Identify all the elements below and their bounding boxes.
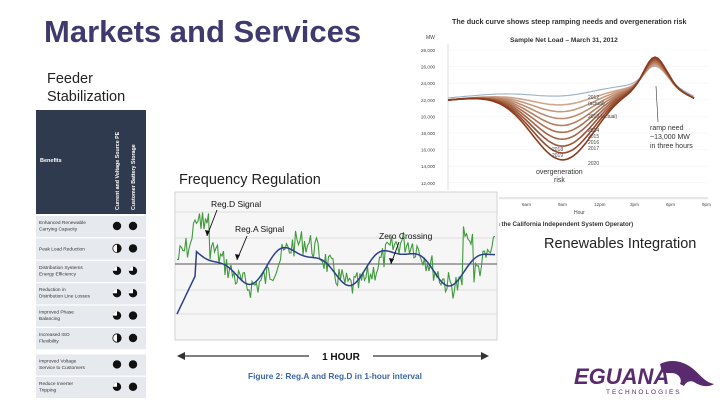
duck-curves bbox=[447, 56, 695, 161]
duck-x-tick: 3pm bbox=[630, 202, 639, 207]
benefits-col2-header: Customer Battery Storage bbox=[131, 144, 137, 210]
duck-y-unit: MW bbox=[426, 35, 435, 41]
benefit-marker bbox=[128, 382, 138, 391]
benefit-marker bbox=[128, 221, 138, 231]
freq-caption: Figure 2: Reg.A and Reg.D in 1-hour inte… bbox=[248, 371, 422, 381]
duck-y-tick: 20,000 bbox=[421, 114, 435, 119]
ramp-need-line1: ramp need bbox=[650, 125, 684, 132]
duck-y-tick: 26,000 bbox=[421, 65, 435, 70]
benefit-label: Distribution Systems bbox=[39, 265, 83, 271]
benefit-label: Increased ISO bbox=[39, 332, 70, 338]
duck-curve-chart: The duck curve shows steep ramping needs… bbox=[418, 8, 720, 232]
benefits-table: Benefits Current and Voltage Source PE C… bbox=[36, 110, 146, 398]
duck-x-tick: 9am bbox=[558, 202, 567, 207]
freq-grid bbox=[175, 211, 497, 315]
label-2013: 2013 (actual) bbox=[588, 114, 618, 120]
benefit-row bbox=[36, 328, 146, 350]
duck-y-tick: 12,000 bbox=[421, 181, 435, 186]
label-2020: 2020 bbox=[588, 161, 599, 167]
feeder-stabilization-label: Feeder Stabilization bbox=[47, 71, 126, 105]
ramp-need-line3: in three hours bbox=[650, 143, 693, 150]
benefit-label: Distribution Line Losses bbox=[39, 294, 91, 300]
duck-y-tick: 24,000 bbox=[421, 81, 435, 86]
label-2018: 2018 bbox=[552, 147, 563, 153]
lizard-icon bbox=[660, 361, 714, 387]
benefit-label: Carrying Capacity bbox=[39, 227, 78, 233]
benefits-header: Benefits bbox=[40, 158, 62, 164]
eguana-logo: EGUANA TECHNOLOGIES bbox=[568, 356, 718, 402]
benefit-label: Balancing bbox=[39, 316, 60, 322]
duck-y-tick: 14,000 bbox=[421, 164, 435, 169]
duck-x-tick: 12pm bbox=[594, 202, 606, 207]
benefits-col1-header: Current and Voltage Source PE bbox=[115, 131, 121, 210]
label-2014: 2014 bbox=[588, 128, 599, 134]
label-2017: 2017 bbox=[588, 146, 599, 152]
benefit-label: Improved Voltage bbox=[39, 358, 77, 364]
duck-x-label: Hour bbox=[574, 210, 585, 216]
benefit-label: Flexibility bbox=[39, 339, 59, 345]
benefit-marker bbox=[112, 360, 122, 369]
benefit-row bbox=[36, 376, 146, 398]
benefit-marker bbox=[128, 311, 138, 320]
duck-y-tick: 18,000 bbox=[421, 131, 435, 136]
benefit-label: Improved Phase bbox=[39, 310, 74, 316]
renewables-integration-label: Renewables Integration bbox=[544, 236, 697, 252]
label-2012: 2012 bbox=[588, 95, 599, 101]
frequency-regulation-chart: Reg.D Signal Reg.A Signal Zero Crossing … bbox=[169, 190, 499, 388]
duck-y-tick: 28,000 bbox=[421, 48, 435, 53]
duck-x-tick: 9pm bbox=[702, 202, 711, 207]
label-2019: 2019 bbox=[552, 153, 563, 159]
benefit-row bbox=[36, 260, 146, 282]
benefit-row bbox=[36, 283, 146, 305]
duck-chart-title: The duck curve shows steep ramping needs… bbox=[452, 17, 686, 26]
logo-name: EGUANA bbox=[574, 364, 669, 389]
ramp-need-line2: ~13,000 MW bbox=[650, 134, 690, 141]
benefit-label: Enhanced Renewable bbox=[39, 220, 86, 226]
benefit-label: Reduce Inverter bbox=[39, 381, 74, 387]
label-2012-actual: (actual) bbox=[588, 101, 605, 107]
label-2015: 2015 bbox=[588, 134, 599, 140]
duck-y-tick: 22,000 bbox=[421, 98, 435, 103]
duck-curve-line bbox=[447, 56, 695, 161]
benefit-label: Peak Load Reduction bbox=[39, 246, 85, 252]
duck-y-ticks: 28,000 26,000 24,000 22,000 20,000 18,000 16,0… bbox=[421, 48, 708, 202]
duck-curve-line bbox=[447, 65, 695, 99]
reg-a-label: Reg.A Signal bbox=[235, 224, 284, 234]
one-hour-label: 1 HOUR bbox=[322, 352, 361, 363]
benefit-marker bbox=[112, 221, 122, 231]
logo-sub: TECHNOLOGIES bbox=[606, 389, 682, 396]
benefit-label: Tripping bbox=[39, 387, 56, 393]
zero-crossing-label: Zero Crossing bbox=[379, 231, 433, 241]
duck-x-tick: 6am bbox=[522, 202, 531, 207]
benefit-label: Energy Efficiency bbox=[39, 271, 77, 277]
label-2016: 2016 bbox=[588, 140, 599, 146]
overgeneration-line1: overgeneration bbox=[536, 169, 583, 176]
benefit-row bbox=[36, 238, 146, 260]
benefit-label: Service to Customers bbox=[39, 365, 85, 371]
duck-chart-subtitle: Sample Net Load – March 31, 2012 bbox=[510, 37, 618, 44]
frequency-regulation-label: Frequency Regulation bbox=[179, 172, 321, 188]
benefit-row bbox=[36, 216, 146, 238]
benefit-row bbox=[36, 305, 146, 327]
benefit-row bbox=[36, 354, 146, 376]
duck-y-tick: 16,000 bbox=[421, 148, 435, 153]
slide-title: Markets and Services bbox=[44, 14, 362, 49]
overgeneration-line2: risk bbox=[554, 177, 565, 184]
reg-a-signal-line bbox=[176, 246, 496, 315]
duck-x-tick: 6pm bbox=[666, 202, 675, 207]
duck-source: (from the California Independent System … bbox=[484, 221, 633, 228]
benefit-label: Reduction in bbox=[39, 287, 66, 293]
benefit-marker bbox=[128, 360, 138, 369]
reg-d-label: Reg.D Signal bbox=[211, 199, 261, 209]
benefit-marker bbox=[128, 244, 138, 253]
benefit-marker bbox=[128, 333, 138, 343]
